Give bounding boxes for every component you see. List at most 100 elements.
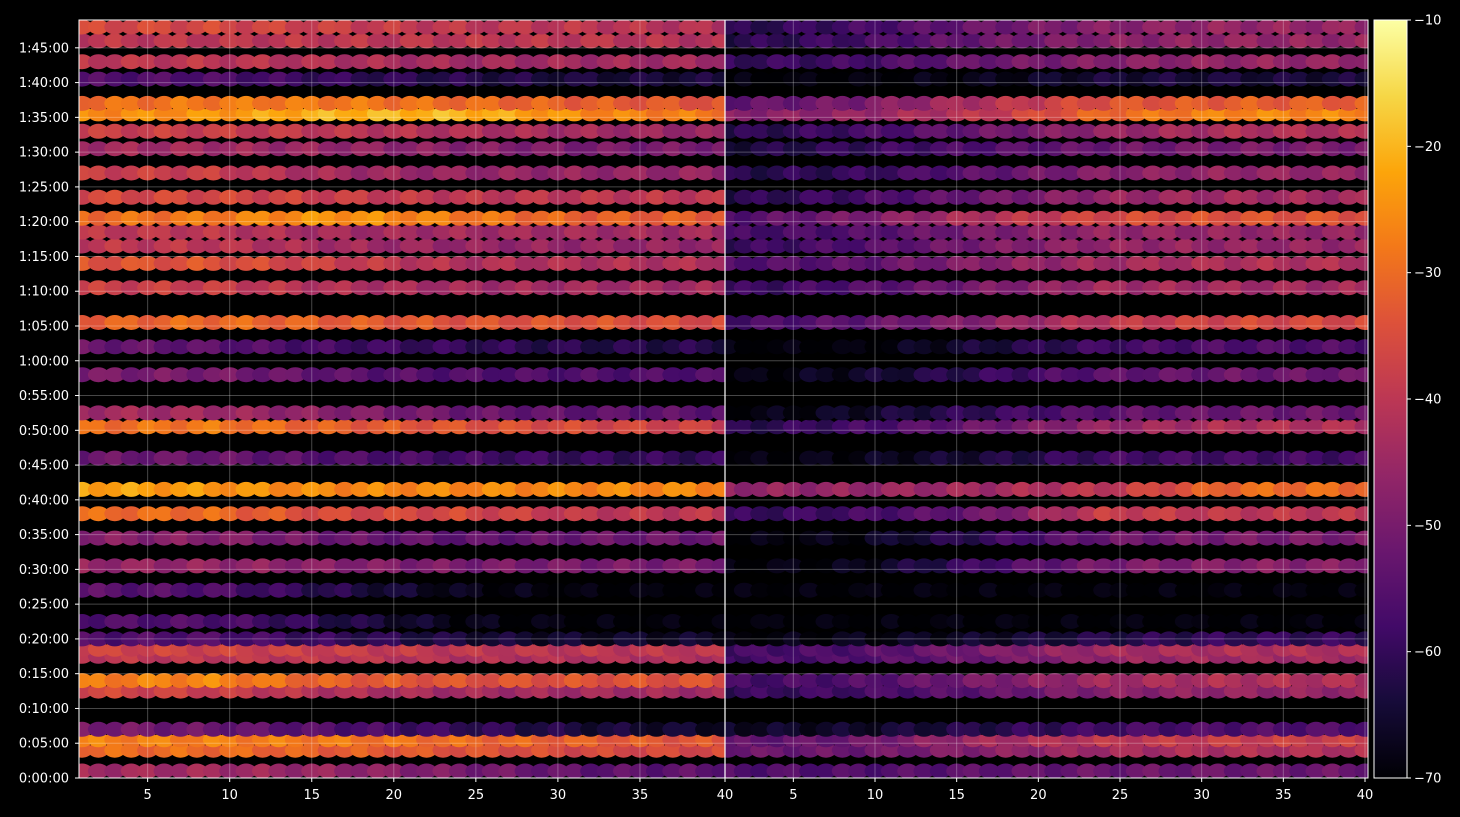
heatmap-cell bbox=[153, 614, 175, 629]
heatmap-cell bbox=[1027, 732, 1049, 748]
heatmap-cell bbox=[1272, 450, 1294, 466]
heatmap-cell bbox=[782, 315, 804, 330]
heatmap-cell bbox=[170, 721, 191, 737]
y-tick-label: 1:20:00 bbox=[19, 215, 69, 230]
heatmap-cell bbox=[799, 742, 821, 758]
heatmap-cell bbox=[301, 189, 323, 205]
heatmap-cell bbox=[897, 631, 919, 647]
heatmap-cell bbox=[1076, 224, 1098, 240]
heatmap-cell bbox=[733, 721, 755, 737]
heatmap-cell bbox=[301, 54, 323, 70]
heatmap-cell bbox=[1174, 95, 1196, 111]
heatmap-cell bbox=[334, 141, 356, 157]
heatmap-cell bbox=[613, 631, 634, 647]
heatmap-cell bbox=[897, 481, 919, 497]
heatmap-cell bbox=[645, 315, 667, 330]
heatmap-cell bbox=[1305, 339, 1327, 355]
heatmap-cell bbox=[1044, 189, 1066, 205]
heatmap-cell bbox=[531, 315, 552, 330]
heatmap-cell bbox=[1191, 721, 1213, 737]
heatmap-cell bbox=[799, 71, 821, 87]
heatmap-cell bbox=[629, 106, 651, 122]
heatmap-cell bbox=[831, 367, 853, 383]
heatmap-cell bbox=[750, 631, 772, 647]
heatmap-cell bbox=[1027, 20, 1049, 35]
heatmap-row bbox=[725, 742, 1368, 758]
heatmap-cell bbox=[897, 280, 919, 296]
heatmap-cell bbox=[1060, 71, 1082, 87]
heatmap-cell bbox=[383, 95, 405, 111]
heatmap-cell bbox=[317, 280, 339, 296]
heatmap-cell bbox=[87, 280, 109, 296]
heatmap-cell bbox=[1060, 339, 1082, 355]
heatmap-cell bbox=[897, 95, 919, 111]
heatmap-cell bbox=[350, 238, 372, 254]
heatmap-cell bbox=[1256, 95, 1278, 111]
heatmap-cell bbox=[137, 315, 159, 330]
heatmap-cell bbox=[766, 106, 788, 122]
heatmap-cell bbox=[815, 238, 837, 254]
heatmap-cell bbox=[1338, 614, 1360, 629]
heatmap-cell bbox=[531, 673, 552, 689]
heatmap-cell bbox=[782, 54, 804, 70]
heatmap-cell bbox=[1240, 123, 1262, 139]
heatmap-cell bbox=[848, 210, 870, 226]
heatmap-cell bbox=[399, 481, 421, 497]
heatmap-cell bbox=[913, 732, 935, 748]
heatmap-cell bbox=[580, 106, 602, 122]
heatmap-cell bbox=[547, 33, 569, 49]
heatmap-cell bbox=[399, 558, 421, 574]
heatmap-cell bbox=[662, 141, 684, 157]
heatmap-cell bbox=[432, 641, 454, 657]
heatmap-cell bbox=[1011, 20, 1033, 35]
heatmap-cell bbox=[268, 732, 290, 748]
heatmap-cell bbox=[848, 71, 870, 87]
heatmap-cell bbox=[202, 123, 224, 139]
heatmap-cell bbox=[481, 71, 503, 87]
heatmap-cell bbox=[1125, 763, 1147, 778]
heatmap-cell bbox=[580, 123, 602, 139]
heatmap-cell bbox=[1142, 614, 1164, 629]
heatmap-cell bbox=[1223, 683, 1245, 699]
heatmap-cell bbox=[848, 33, 870, 49]
heatmap-cell bbox=[448, 165, 470, 181]
heatmap-cell bbox=[880, 506, 902, 522]
heatmap-cell bbox=[1207, 481, 1229, 497]
heatmap-cell bbox=[383, 106, 405, 122]
heatmap-cell bbox=[645, 165, 667, 181]
heatmap-cell bbox=[613, 33, 634, 49]
heatmap-cell bbox=[662, 732, 684, 748]
heatmap-cell bbox=[725, 165, 739, 181]
heatmap-cell bbox=[880, 450, 902, 466]
heatmap-cell bbox=[733, 255, 755, 271]
heatmap-cell bbox=[120, 238, 142, 254]
heatmap-cell bbox=[350, 673, 372, 689]
heatmap-cell bbox=[799, 721, 821, 737]
heatmap-cell bbox=[978, 419, 1000, 435]
heatmap-cell bbox=[897, 419, 919, 435]
heatmap-cell bbox=[1027, 558, 1049, 574]
heatmap-cell bbox=[1044, 95, 1066, 111]
heatmap-cell bbox=[962, 763, 984, 778]
heatmap-cell bbox=[1338, 224, 1360, 240]
heatmap-cell bbox=[481, 210, 503, 226]
heatmap-cell bbox=[880, 530, 902, 546]
heatmap-cell bbox=[962, 582, 984, 598]
heatmap-cell bbox=[252, 238, 273, 254]
heatmap-cell bbox=[1240, 33, 1262, 49]
heatmap-cell bbox=[1354, 315, 1368, 330]
heatmap-cell bbox=[1191, 506, 1213, 522]
heatmap-cell bbox=[1207, 224, 1229, 240]
heatmap-cell bbox=[317, 673, 339, 689]
heatmap-cell bbox=[531, 33, 552, 49]
heatmap-cell bbox=[1158, 641, 1180, 657]
heatmap-cell bbox=[235, 238, 257, 254]
heatmap-cell bbox=[416, 742, 438, 758]
heatmap-cell bbox=[1289, 106, 1311, 122]
heatmap-cell bbox=[432, 95, 454, 111]
heatmap-cell bbox=[662, 419, 684, 435]
heatmap-cell bbox=[219, 481, 241, 497]
heatmap-cell bbox=[995, 339, 1017, 355]
heatmap-cell bbox=[766, 71, 788, 87]
